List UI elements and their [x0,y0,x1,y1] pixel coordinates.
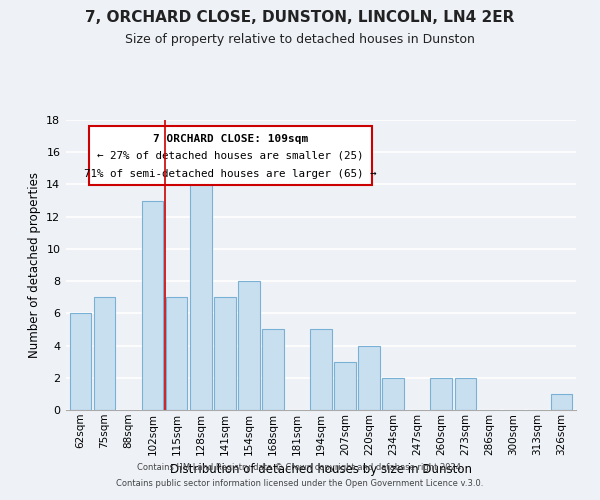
Text: Size of property relative to detached houses in Dunston: Size of property relative to detached ho… [125,32,475,46]
Bar [166,297,187,410]
X-axis label: Distribution of detached houses by size in Dunston: Distribution of detached houses by size … [170,463,472,476]
Text: Contains public sector information licensed under the Open Government Licence v.: Contains public sector information licen… [116,478,484,488]
Bar [382,378,404,410]
Bar [70,314,91,410]
Text: ← 27% of detached houses are smaller (25): ← 27% of detached houses are smaller (25… [97,150,364,160]
Bar [214,297,236,410]
Bar [551,394,572,410]
Bar [190,184,212,410]
Bar [358,346,380,410]
Bar [455,378,476,410]
Text: 71% of semi-detached houses are larger (65) →: 71% of semi-detached houses are larger (… [84,170,377,179]
Text: 7 ORCHARD CLOSE: 109sqm: 7 ORCHARD CLOSE: 109sqm [153,134,308,144]
Bar [94,297,115,410]
Bar [430,378,452,410]
Text: 7, ORCHARD CLOSE, DUNSTON, LINCOLN, LN4 2ER: 7, ORCHARD CLOSE, DUNSTON, LINCOLN, LN4 … [85,10,515,25]
Bar [238,281,260,410]
Text: Contains HM Land Registry data © Crown copyright and database right 2024.: Contains HM Land Registry data © Crown c… [137,464,463,472]
Bar [142,200,163,410]
Bar [262,330,284,410]
Y-axis label: Number of detached properties: Number of detached properties [28,172,41,358]
Bar [310,330,332,410]
FancyBboxPatch shape [89,126,372,185]
Bar [334,362,356,410]
